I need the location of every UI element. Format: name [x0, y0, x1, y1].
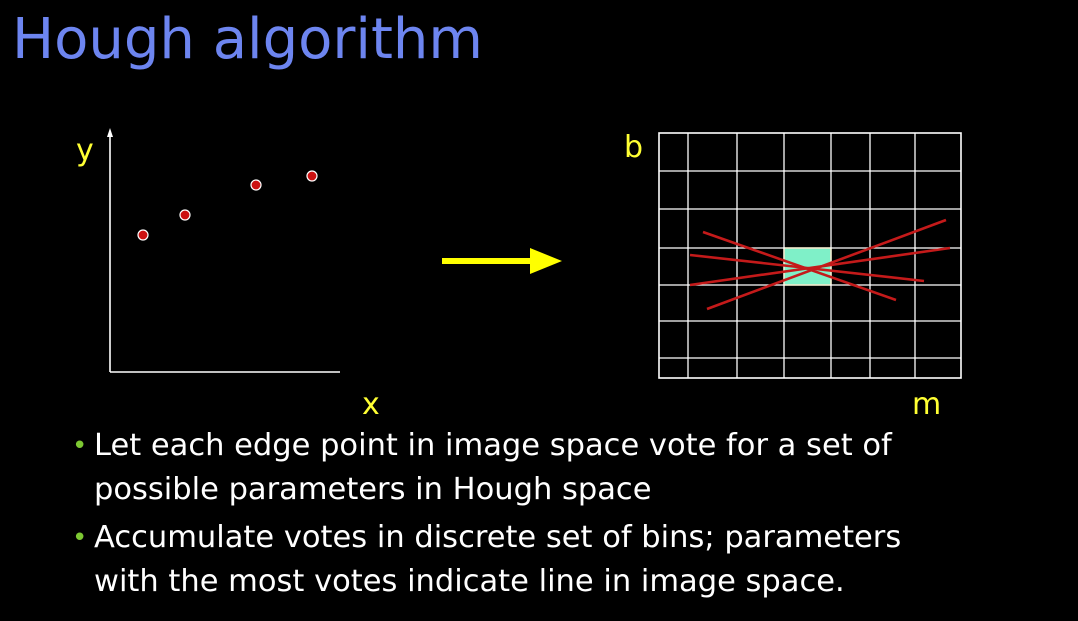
hough-accumulator: [658, 132, 962, 379]
edge-point: [250, 179, 262, 191]
image-space-x-label: x: [362, 387, 380, 422]
vote-line: [706, 218, 947, 311]
bullet-list: • Let each edge point in image space vot…: [70, 424, 1070, 608]
transform-arrow: [442, 248, 562, 274]
accumulator-grid: [659, 133, 961, 378]
vote-lines: [689, 218, 951, 311]
accumulator-border: [658, 132, 962, 379]
image-space-y-label: y: [76, 133, 94, 168]
edge-point: [179, 209, 191, 221]
edge-point: [137, 229, 149, 241]
bullet-marker-icon: •: [72, 431, 88, 461]
slide-title: Hough algorithm: [12, 7, 483, 72]
bullet-text-line: with the most votes indicate line in ima…: [94, 564, 845, 599]
bullet-text-line: Accumulate votes in discrete set of bins…: [94, 520, 902, 555]
bullet-text-line: possible parameters in Hough space: [94, 472, 652, 507]
hough-space-b-label: b: [624, 130, 644, 165]
edge-point: [306, 170, 318, 182]
hough-space-m-label: m: [912, 387, 942, 422]
image-space-plot: [107, 128, 340, 373]
bullet-marker-icon: •: [72, 523, 88, 553]
bullet-item: • Accumulate votes in discrete set of bi…: [70, 516, 1070, 604]
bullet-item: • Let each edge point in image space vot…: [70, 424, 1070, 512]
image-space-y-axis-arrowhead: [107, 128, 113, 137]
bullet-text-line: Let each edge point in image space vote …: [94, 428, 892, 463]
